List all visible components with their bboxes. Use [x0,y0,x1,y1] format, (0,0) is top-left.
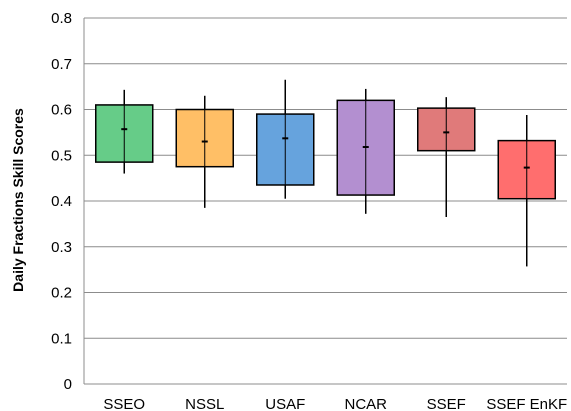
y-tick-label: 0.4 [51,193,72,210]
box-usaf [256,79,315,199]
gridlines [83,17,567,385]
y-tick-label: 0.2 [51,285,72,302]
box-ssef [417,97,476,218]
y-tick-label: 0.7 [51,56,72,73]
y-tick-label: 0.1 [51,330,72,347]
y-tick-label: 0.3 [51,239,72,256]
x-tick-label: USAF [265,396,305,411]
y-tick-label: 0.8 [51,10,72,27]
x-tick-label: NSSL [185,396,224,411]
box-series [95,79,556,267]
x-tick-label: SSEF [427,396,466,411]
x-axis-ticks: SSEO NSSL USAF NCAR SSEF SSEF EnKF [103,396,567,411]
y-tick-label: 0.5 [51,147,72,164]
y-axis-title: Daily Fractions Skill Scores [10,108,26,292]
y-tick-label: 0.6 [51,102,72,119]
box-nssl [175,95,234,208]
x-tick-label: NCAR [344,396,387,411]
x-tick-label: SSEO [103,396,145,411]
box-sseo [95,89,154,174]
box-ssef-enkf [497,114,556,267]
x-tick-label: SSEF EnKF [486,396,567,411]
box-ncar [336,88,395,214]
y-axis-ticks: 0 0.1 0.2 0.3 0.4 0.5 0.6 0.7 0.8 [51,10,72,393]
y-tick-label: 0 [64,376,72,393]
